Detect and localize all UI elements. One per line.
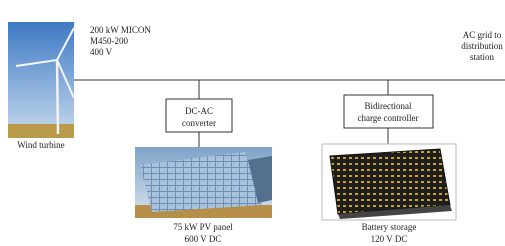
converter-label: converter	[182, 118, 216, 128]
turbine-spec: M450-200	[90, 36, 128, 46]
wind-turbine-image	[8, 22, 74, 138]
grid-label: AC grid to	[463, 30, 502, 40]
controller-label: Bidirectional	[365, 101, 412, 111]
pv-label: 600 V DC	[185, 234, 222, 244]
pv-image	[135, 147, 272, 218]
controller-label: charge controller	[357, 113, 418, 123]
converter-label: DC-AC	[185, 106, 213, 116]
grid-label: station	[470, 52, 494, 62]
controller-box	[344, 95, 433, 128]
pv-label: 75 kW PV panel	[173, 222, 233, 232]
turbine-spec: 400 V	[90, 47, 113, 57]
diagram: 200 kW MICON M450-200 400 V Wind turbine…	[0, 0, 505, 246]
battery-label: 120 V DC	[371, 234, 408, 244]
battery-image	[322, 144, 456, 220]
connectors	[74, 80, 505, 147]
grid-label: distribution	[461, 41, 503, 51]
turbine-spec: 200 kW MICON	[90, 25, 151, 35]
turbine-label: Wind turbine	[17, 140, 64, 150]
battery-label: Battery storage	[362, 222, 417, 232]
